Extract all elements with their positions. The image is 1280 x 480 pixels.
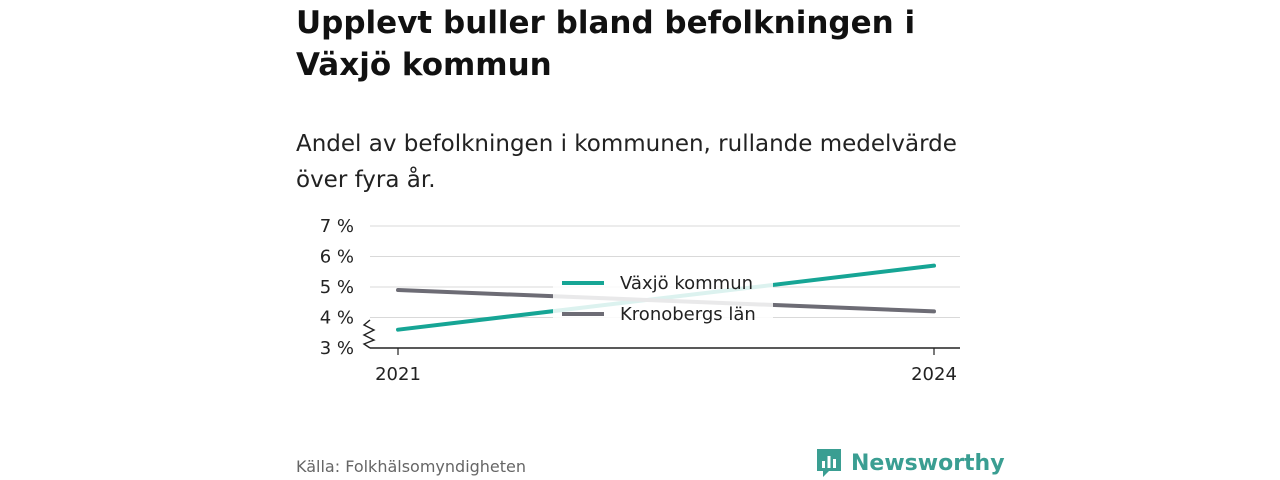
y-tick-label: 7 % [320,216,354,237]
chart-title: Upplevt buller bland befolkningen i Växj… [296,5,916,83]
x-axis-ticks: 2021 2024 [375,348,957,385]
line-chart: 3 % 4 % 5 % 6 % 7 % 2021 2024 Växjö kommun Kro… [320,216,960,385]
x-tick-label: 2024 [911,364,957,385]
legend-background [553,268,773,326]
chart-subtitle: Andel av befolkningen i kommunen, rullan… [296,131,957,193]
brand-name: Newsworthy [851,450,1005,476]
y-tick-label: 4 % [320,308,354,329]
axis-break-icon [362,319,376,349]
y-axis-ticks: 3 % 4 % 5 % 6 % 7 % [320,216,354,359]
legend: Växjö kommun Kronobergs län [553,268,773,326]
y-tick-label: 6 % [320,247,354,268]
y-tick-label: 3 % [320,338,354,359]
x-tick-label: 2021 [375,364,421,385]
brand-logo: Newsworthy [815,447,1005,479]
y-tick-label: 5 % [320,277,354,298]
legend-label-1: Växjö kommun [620,273,753,294]
legend-label-2: Kronobergs län [620,304,756,325]
newsworthy-logo-icon [817,449,841,477]
source-note: Källa: Folkhälsomyndigheten [296,457,527,476]
